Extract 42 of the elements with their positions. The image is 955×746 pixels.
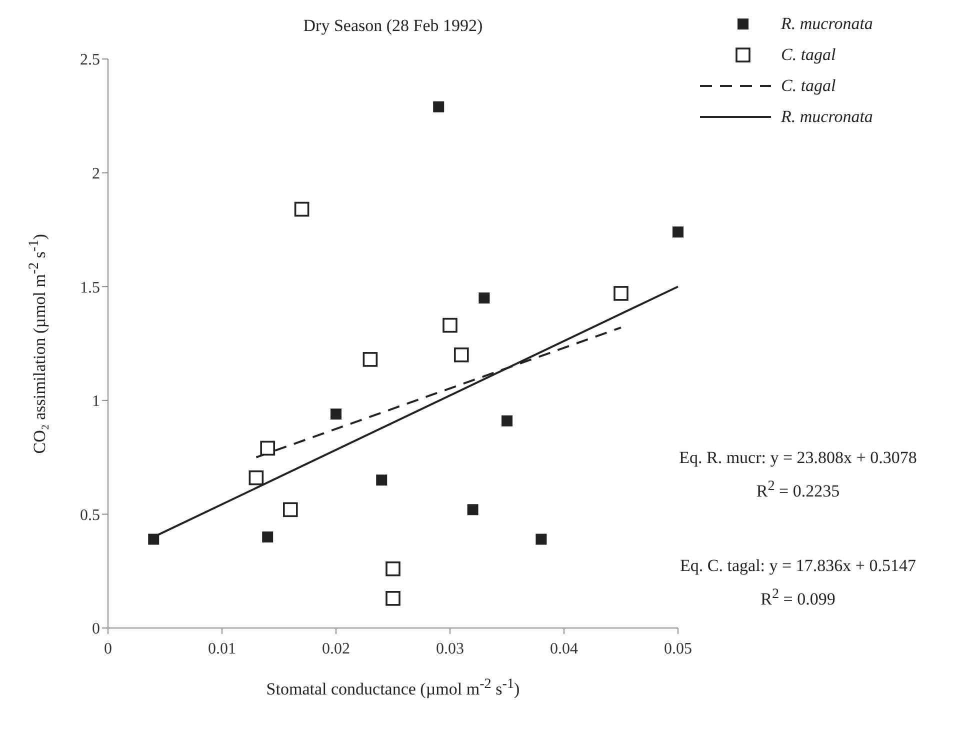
x-tick-label: 0.01 bbox=[208, 640, 236, 658]
legend-label: C. tagal bbox=[781, 76, 836, 96]
point bbox=[614, 286, 628, 301]
point bbox=[467, 504, 478, 516]
text: R$^{2}$ = 0.2235 bbox=[755, 478, 841, 502]
point bbox=[330, 408, 342, 420]
point bbox=[262, 531, 274, 542]
point bbox=[433, 101, 444, 112]
text: R$^{2}$ = 0.099 bbox=[760, 586, 836, 610]
x-tick-label: 0.03 bbox=[436, 640, 464, 658]
y-tick-label: 2.5 bbox=[80, 52, 100, 69]
x-axis-title: Stomatal conductance (µmol m$^{-2}$ s$^{-1}$) bbox=[265, 676, 521, 700]
point bbox=[536, 534, 547, 545]
point bbox=[386, 591, 400, 606]
point bbox=[260, 440, 275, 456]
y-tick-label: 0.5 bbox=[80, 506, 100, 524]
point bbox=[294, 202, 310, 217]
x-tick-label: 0.05 bbox=[664, 640, 692, 658]
x-tick-label: 0.02 bbox=[322, 640, 350, 658]
point bbox=[672, 226, 684, 238]
x-tick-label: 0 bbox=[104, 640, 112, 658]
y-tick-label: 0 bbox=[92, 620, 100, 638]
text: Eq. C. tagal: y = 17.836x + 0.5147 bbox=[679, 556, 917, 576]
legend-label: R. mucronata bbox=[781, 106, 873, 126]
point bbox=[148, 534, 160, 545]
point bbox=[478, 292, 490, 304]
text: Eq. R. mucr: y = 23.808x + 0.3078 bbox=[678, 448, 918, 468]
chart-title: Dry Season (28 Feb 1992) bbox=[302, 16, 484, 36]
point bbox=[283, 502, 298, 518]
point bbox=[248, 470, 264, 486]
legend-label: R. mucronata bbox=[781, 14, 873, 34]
y-tick-label: 1 bbox=[92, 393, 100, 410]
point bbox=[362, 352, 378, 367]
point bbox=[442, 318, 458, 333]
point bbox=[454, 347, 469, 362]
x-tick-label: 0.04 bbox=[550, 640, 578, 658]
y-tick-label: 2 bbox=[92, 165, 100, 182]
legend-label: C. tagal bbox=[781, 44, 836, 64]
point bbox=[502, 415, 512, 426]
point bbox=[386, 561, 400, 576]
y-tick-label: 1.5 bbox=[80, 279, 100, 296]
point bbox=[376, 474, 388, 486]
